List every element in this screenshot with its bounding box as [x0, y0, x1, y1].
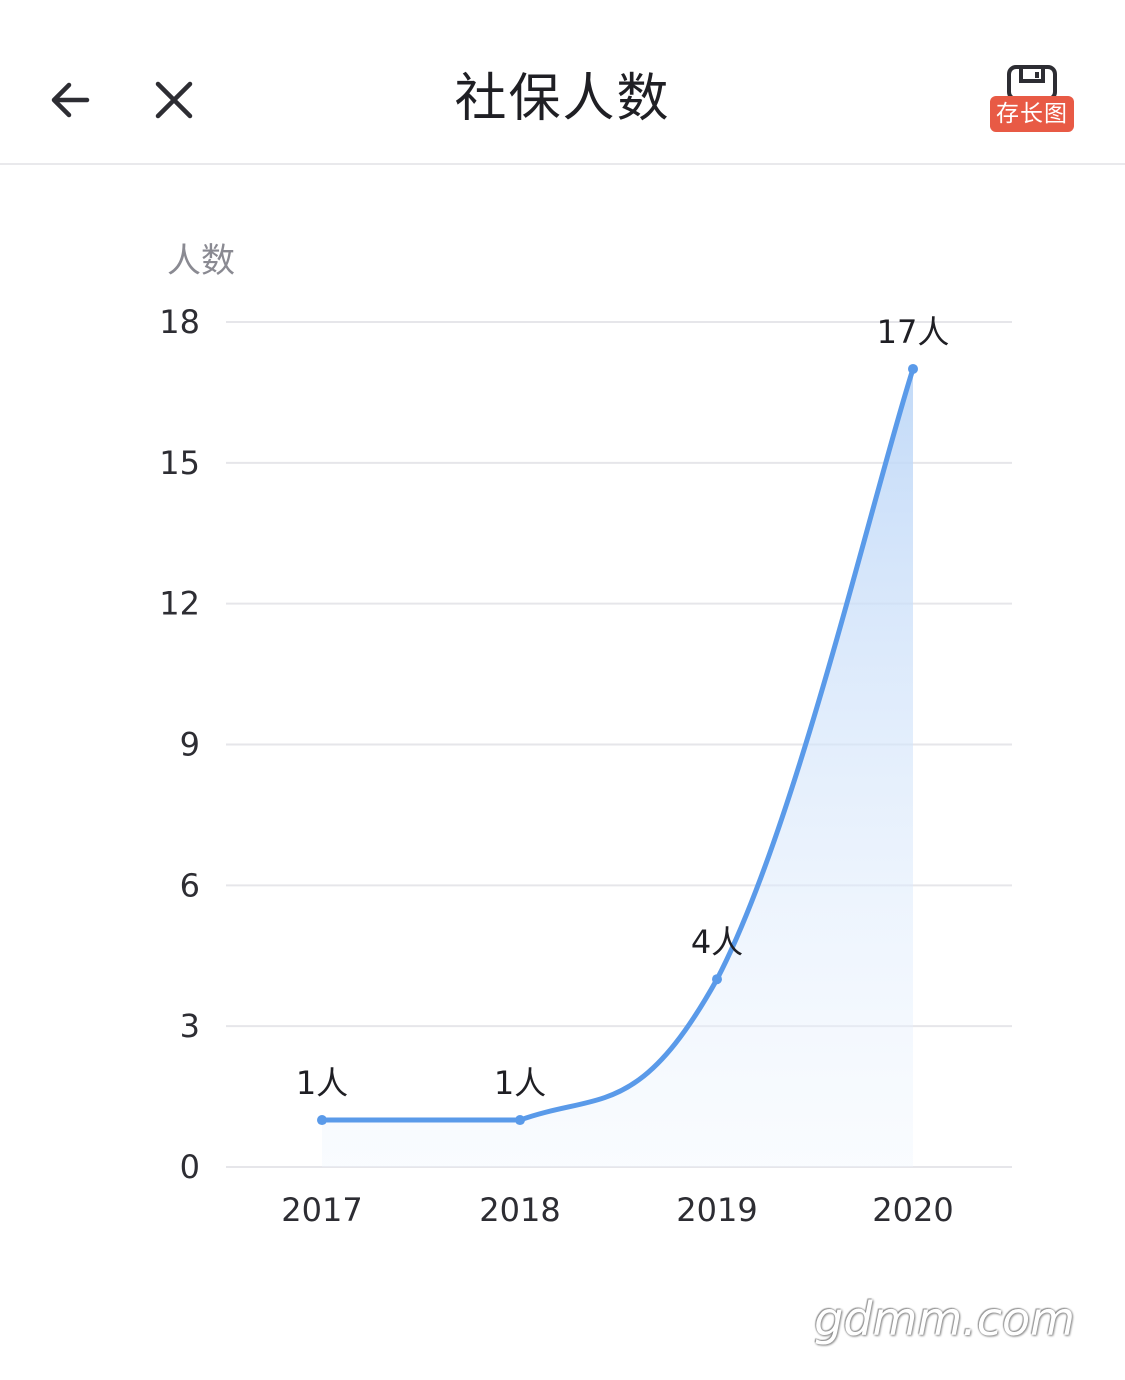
- y-tick-label: 9: [180, 726, 200, 764]
- close-icon: [155, 81, 193, 119]
- x-tick-labels: 2017 2018 2019 2020: [281, 1191, 953, 1229]
- data-label: 17人: [877, 313, 950, 351]
- save-long-image-button[interactable]: 存长图: [988, 64, 1078, 136]
- x-tick-label: 2019: [676, 1191, 757, 1229]
- y-axis-label: 人数: [167, 241, 235, 281]
- save-long-label: 存长图: [990, 96, 1074, 132]
- data-point: [712, 974, 722, 985]
- y-tick-label: 12: [159, 585, 200, 623]
- series-line: [319, 366, 916, 1123]
- y-tick-label: 15: [159, 444, 200, 482]
- watermark: gdmm.com: [814, 1292, 1075, 1346]
- y-tick-label: 0: [180, 1148, 200, 1186]
- close-button[interactable]: [136, 62, 212, 138]
- data-label: 1人: [494, 1064, 546, 1102]
- nav-header: 社保人数 存长图: [0, 0, 1125, 165]
- x-tick-label: 2017: [281, 1191, 362, 1229]
- data-points: [317, 363, 918, 1126]
- data-point: [908, 363, 918, 374]
- y-tick-label: 6: [180, 866, 200, 904]
- y-tick-label: 18: [159, 303, 200, 341]
- data-labels: 1人 1人 4人 17人: [296, 313, 950, 1102]
- y-tick-labels: 0 3 6 9 12 15 18: [159, 303, 200, 1186]
- line-chart: 人数 0 3 6 9 12 15 18 1人 1人 4人 17人 2017 2018 2019 2020: [159, 241, 1012, 1229]
- page-title: 社保人数: [454, 69, 671, 129]
- data-point: [317, 1115, 327, 1126]
- data-label: 1人: [296, 1064, 348, 1102]
- data-point: [515, 1115, 525, 1126]
- arrow-left-icon: [51, 82, 90, 118]
- data-label: 4人: [691, 923, 743, 961]
- x-tick-label: 2018: [479, 1191, 560, 1229]
- y-tick-label: 3: [180, 1007, 200, 1045]
- area-fill: [322, 368, 913, 1167]
- back-button[interactable]: [32, 62, 108, 138]
- x-tick-label: 2020: [872, 1191, 953, 1229]
